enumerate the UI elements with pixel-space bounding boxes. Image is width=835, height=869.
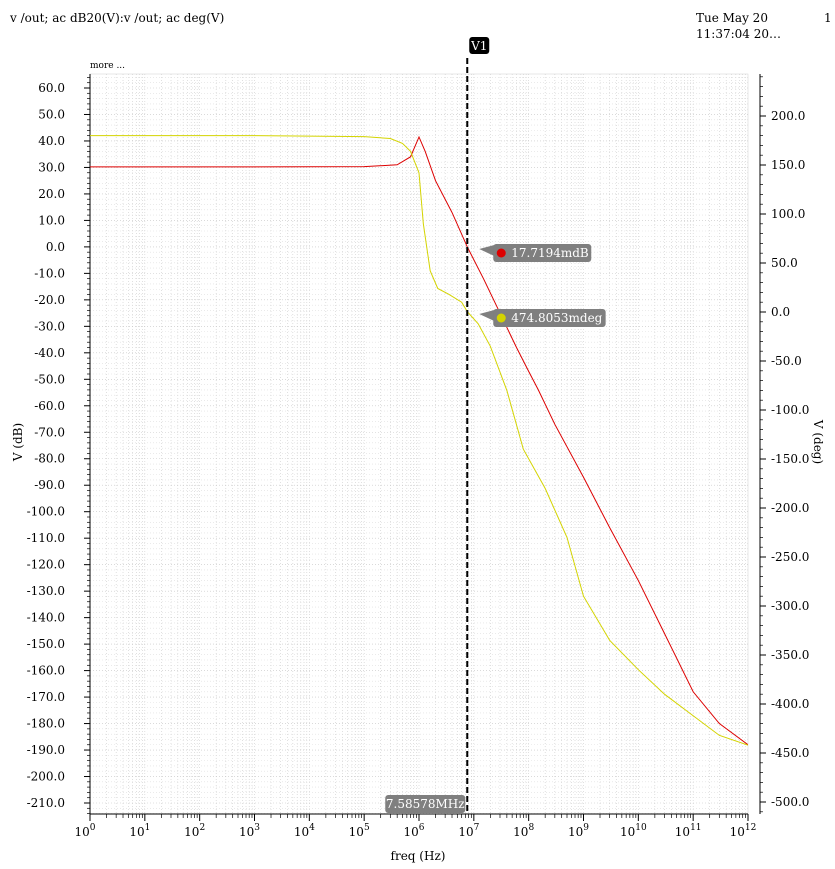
- y-left-tick-label: 10.0: [38, 213, 65, 227]
- y-left-tick-label: -170.0: [27, 690, 65, 704]
- marker-pointer: [479, 245, 495, 256]
- x-tick-label: 104: [294, 823, 315, 839]
- marker-value: 474.8053mdeg: [511, 311, 602, 325]
- marker-box[interactable]: [493, 244, 592, 262]
- y-right-tick-label: 0.0: [771, 305, 790, 319]
- cursor-label-box[interactable]: [469, 37, 490, 54]
- y-left-tick-label: -190.0: [27, 743, 65, 757]
- marker-box[interactable]: [493, 309, 606, 327]
- cursor-label: V1: [470, 39, 487, 53]
- y-left-tick-label: -150.0: [27, 637, 65, 651]
- y-left-tick-label: -120.0: [27, 558, 65, 572]
- y-right-tick-label: -150.0: [771, 452, 809, 466]
- y-right-tick-label: -350.0: [771, 648, 809, 662]
- cursor-v1[interactable]: V1 7.58578MHz 17.7194mdB 474.8053mdeg: [385, 37, 606, 814]
- y-left-tick-label: -40.0: [34, 346, 65, 360]
- x-tick-label: 105: [349, 823, 370, 839]
- y-left-tick-label: -90.0: [34, 478, 65, 492]
- cursor-x-value-box: [385, 795, 466, 813]
- x-tick-label: 1011: [675, 823, 702, 839]
- grid: [89, 74, 748, 814]
- y-left-tick-label: -60.0: [34, 399, 65, 413]
- axes: 60.0 50.0 40.0 30.0 20.0 10.0 0.0 -10.0 -20.0 -30…: [27, 74, 809, 839]
- x-tick-label: 108: [513, 823, 534, 839]
- y-axis-left-label: V (dB): [11, 423, 25, 462]
- y-left-tick-label: -100.0: [27, 505, 65, 519]
- y-right-tick-label: -400.0: [771, 697, 809, 711]
- y-left-tick-label: -130.0: [27, 584, 65, 598]
- x-tick-label: 109: [568, 823, 589, 839]
- y-right-tick-label: -300.0: [771, 599, 809, 613]
- y-right-tick-label: 50.0: [771, 256, 798, 270]
- y-right-tick-label: 200.0: [771, 109, 805, 123]
- y-right-tick-label: -50.0: [771, 354, 802, 368]
- x-tick-label: 1012: [730, 823, 757, 839]
- y-left-tick-label: -210.0: [27, 796, 65, 810]
- y-left-tick-label: 20.0: [38, 187, 65, 201]
- more-link[interactable]: more ...: [90, 61, 126, 71]
- plot-title: v /out; ac dB20(V):v /out; ac deg(V): [10, 11, 225, 25]
- y-left-tick-label: -140.0: [27, 611, 65, 625]
- x-axis-label: freq (Hz): [391, 849, 446, 863]
- y-left-tick-label: -80.0: [34, 452, 65, 466]
- y-left-tick-label: -160.0: [27, 664, 65, 678]
- plot-time: 11:37:04 20…: [696, 27, 781, 41]
- x-tick-label: 100: [74, 823, 95, 839]
- y-left-tick-label: -110.0: [27, 531, 65, 545]
- y-axis-right-label: V (deg): [811, 419, 825, 464]
- y-left-tick-label: -20.0: [34, 293, 65, 307]
- x-tick-label: 1010: [620, 823, 647, 839]
- y-right-tick-label: -450.0: [771, 746, 809, 760]
- x-tick-label: 102: [184, 823, 205, 839]
- y-left-tick-label: 0.0: [46, 240, 65, 254]
- y-left-tick-label: -50.0: [34, 372, 65, 386]
- marker-dot: [496, 313, 506, 323]
- y-left-tick-label: 60.0: [38, 81, 65, 95]
- y-left-tick-label: -30.0: [34, 319, 65, 333]
- y-left-tick-label: -180.0: [27, 717, 65, 731]
- plot-date: Tue May 20: [696, 11, 768, 25]
- marker-dot: [496, 248, 506, 258]
- y-left-tick-label: -10.0: [34, 266, 65, 280]
- y-left-tick-label: 50.0: [38, 107, 65, 121]
- marker-value: 17.7194mdB: [511, 246, 589, 260]
- y-right-tick-label: 150.0: [771, 158, 805, 172]
- y-right-tick-label: -500.0: [771, 795, 809, 809]
- series-line-0: [90, 135, 748, 746]
- y-left-tick-label: -70.0: [34, 425, 65, 439]
- x-tick-label: 106: [403, 823, 424, 839]
- y-right-tick-label: -250.0: [771, 550, 809, 564]
- x-tick-label: 107: [458, 823, 479, 839]
- y-right-tick-label: -200.0: [771, 501, 809, 515]
- page-number: 1: [824, 11, 832, 25]
- cursor-x-value: 7.58578MHz: [386, 797, 465, 811]
- y-right-tick-label: -100.0: [771, 403, 809, 417]
- marker-pointer: [479, 310, 495, 321]
- x-tick-label: 103: [239, 823, 260, 839]
- y-left-tick-label: 30.0: [38, 160, 65, 174]
- y-right-tick-label: 100.0: [771, 207, 805, 221]
- y-left-tick-label: -200.0: [27, 770, 65, 784]
- x-tick-label: 101: [129, 823, 150, 839]
- y-left-tick-label: 40.0: [38, 134, 65, 148]
